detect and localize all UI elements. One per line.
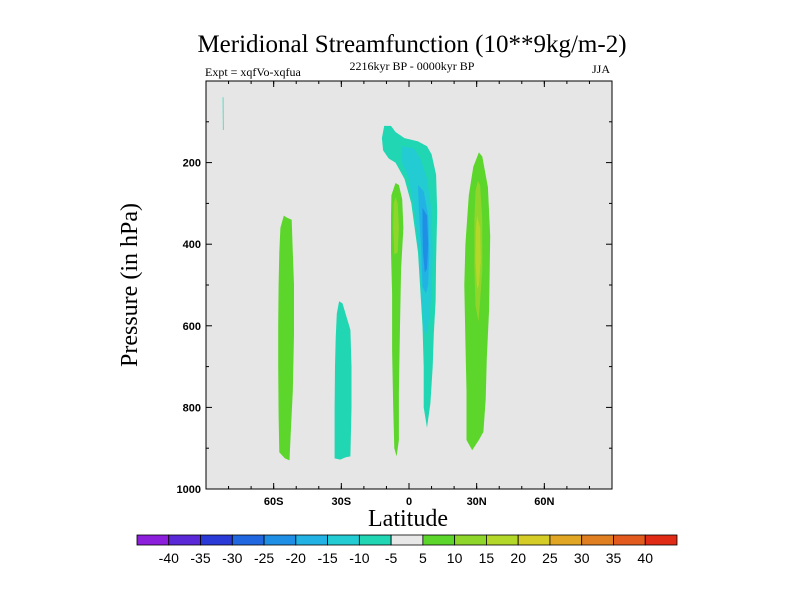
colorbar-swatch: [613, 534, 646, 546]
colorbar-swatch: [231, 534, 265, 546]
colorbar-swatch: [263, 534, 297, 546]
colorbar: [136, 534, 678, 546]
colorbar-swatch: [581, 534, 614, 546]
colorbar-labels: -40 -35 -30 -25 -20 -15 -10 -5 5 10 15 20 25 30 35 40: [159, 550, 654, 566]
contour-region-cell-5S-positive-core: [393, 197, 399, 255]
chart-title: Meridional Streamfunction (10**9kg/m-2): [197, 31, 626, 58]
colorbar-swatch: [644, 534, 678, 546]
y-axis-ticks: 200 400 600 800 1000: [177, 121, 612, 496]
x-tick-label: 0: [406, 496, 412, 508]
colorbar-label: 10: [447, 550, 463, 566]
colorbar-label: 30: [574, 550, 590, 566]
x-tick-label: 30N: [467, 496, 487, 508]
x-axis-label: Latitude: [368, 506, 448, 532]
y-axis-label: Pressure (in hPa): [117, 203, 143, 367]
contour-regions: [222, 97, 491, 461]
colorbar-swatch: [168, 534, 201, 546]
y-tick-label: 200: [183, 158, 201, 170]
colorbar-swatch: [422, 534, 456, 546]
contour-region-cell-30S-negative: [334, 301, 352, 460]
colorbar-swatch: [136, 534, 170, 546]
colorbar-swatch: [549, 534, 583, 546]
colorbar-label: 5: [419, 550, 427, 566]
contour-region-cell-eq-negative-core: [422, 207, 429, 273]
x-axis-ticks: 60S 30S 0 30N 60N: [228, 81, 590, 508]
x-tick-label: 60N: [534, 496, 554, 508]
y-tick-label: 800: [183, 402, 201, 414]
colorbar-label: -5: [385, 550, 398, 566]
colorbar-label: -35: [190, 550, 210, 566]
x-tick-label: 60S: [264, 496, 284, 508]
colorbar-swatch: [200, 534, 233, 546]
x-tick-label: 30S: [332, 496, 352, 508]
colorbar-label: -25: [254, 550, 274, 566]
colorbar-swatch: [295, 534, 328, 546]
chart-subtitle-season: JJA: [592, 62, 610, 76]
colorbar-swatch: [517, 534, 551, 546]
chart-subtitle-period: 2216kyr BP - 0000kyr BP: [350, 59, 475, 73]
colorbar-swatch: [390, 534, 424, 546]
colorbar-label: 20: [510, 550, 526, 566]
contour-region-cell-30N-positive-inner: [475, 215, 481, 290]
colorbar-swatch: [454, 534, 487, 546]
colorbar-swatch: [486, 534, 519, 546]
colorbar-label: -20: [286, 550, 306, 566]
contour-region-cell-5S-positive: [391, 183, 404, 457]
colorbar-label: -40: [159, 550, 179, 566]
y-tick-label: 1000: [177, 484, 201, 496]
contour-region-sliver-far-south: [222, 97, 224, 130]
colorbar-label: 40: [637, 550, 653, 566]
y-tick-label: 600: [183, 321, 201, 333]
colorbar-swatch: [327, 534, 360, 546]
colorbar-swatch: [358, 534, 392, 546]
colorbar-label: 25: [542, 550, 558, 566]
colorbar-label: -30: [222, 550, 242, 566]
y-tick-label: 400: [183, 239, 201, 251]
colorbar-label: 15: [479, 550, 495, 566]
colorbar-label: -15: [317, 550, 337, 566]
colorbar-label: -10: [349, 550, 369, 566]
colorbar-label: 35: [606, 550, 622, 566]
contour-region-cell-60S-positive: [278, 215, 294, 461]
chart-subtitle-expt: Expt = xqfVo-xqfua: [205, 65, 302, 79]
